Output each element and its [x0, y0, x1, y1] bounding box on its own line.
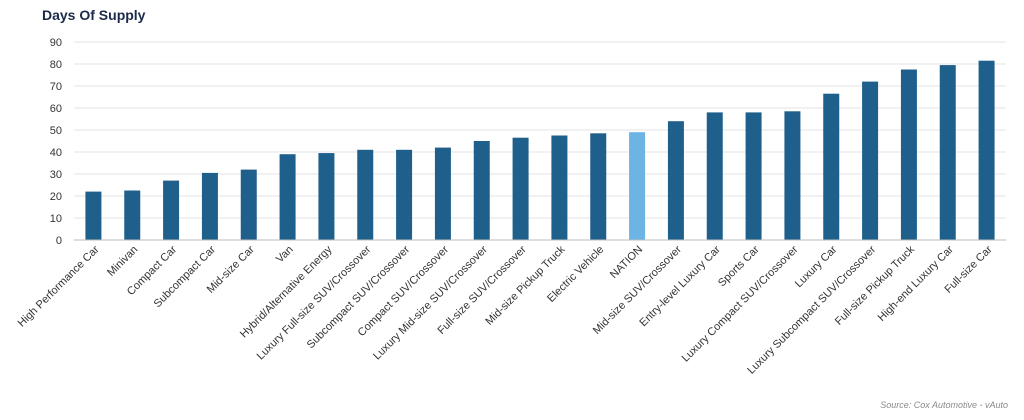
bar	[434, 147, 451, 240]
bar	[784, 111, 801, 240]
bar	[629, 132, 646, 240]
bars	[85, 60, 995, 241]
x-category-label: Van	[274, 244, 296, 266]
bar	[900, 69, 917, 240]
gridlines	[74, 41, 1006, 219]
bar	[745, 112, 762, 240]
bar	[163, 180, 180, 240]
bar	[939, 65, 956, 240]
y-tick-label: 90	[50, 37, 62, 49]
bar	[240, 169, 257, 240]
y-tick-label: 40	[50, 147, 62, 159]
bar	[551, 135, 568, 240]
bar	[396, 149, 413, 240]
y-tick-label: 30	[50, 169, 62, 181]
bar	[667, 121, 684, 240]
bar	[318, 153, 335, 240]
bar	[706, 112, 723, 240]
bar	[473, 141, 490, 240]
bar	[201, 172, 218, 240]
bar	[978, 60, 995, 241]
y-tick-label: 70	[50, 81, 62, 93]
x-category-label: High Performance Car	[16, 243, 102, 329]
x-category-label: Entry-level Luxury Car	[637, 243, 723, 329]
y-tick-label: 10	[50, 213, 62, 225]
y-axis-ticks: 0 10 20 30 40 50 60 70 80 90	[50, 37, 62, 247]
bar	[823, 93, 840, 240]
y-tick-label: 60	[50, 103, 62, 115]
chart-title: Days Of Supply	[42, 7, 146, 23]
y-tick-label: 50	[50, 125, 62, 137]
y-tick-label: 80	[50, 59, 62, 71]
x-category-label: NATION	[608, 244, 645, 281]
y-tick-label: 0	[56, 235, 62, 247]
bar	[862, 81, 879, 240]
x-category-label: Minivan	[105, 244, 140, 279]
bar	[85, 191, 102, 240]
bar	[357, 149, 374, 240]
bar	[590, 133, 607, 240]
bar	[124, 190, 141, 240]
bar	[279, 154, 296, 240]
source-note: Source: Cox Automotive - vAuto	[880, 400, 1008, 410]
bar	[512, 137, 529, 240]
y-tick-label: 20	[50, 191, 62, 203]
x-category-label: High-end Luxury Car	[876, 243, 956, 323]
